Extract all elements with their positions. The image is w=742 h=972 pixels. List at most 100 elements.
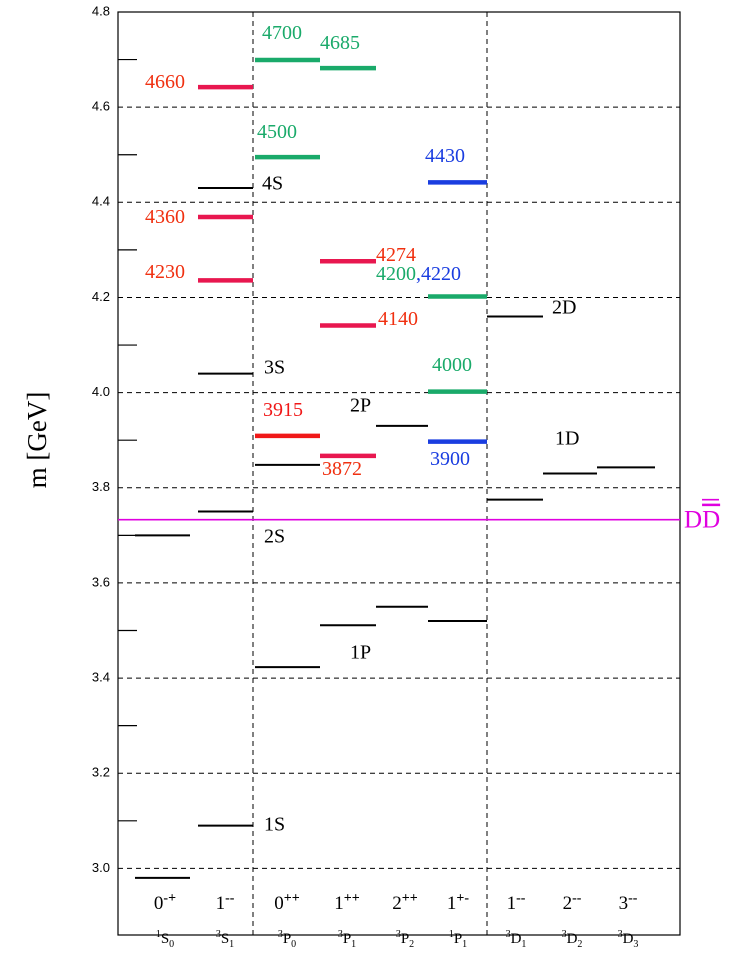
term-sub: 3 (633, 939, 638, 950)
term-sub: 1 (462, 939, 467, 950)
term-sub: 0 (169, 939, 174, 950)
jpc-pc: -- (572, 891, 582, 906)
term-sup: 3 (278, 929, 283, 940)
jpc-j: 1 (334, 893, 344, 914)
jpc-j: 2 (563, 893, 573, 914)
term-sup: 3 (618, 929, 623, 940)
term-sup: 3 (338, 929, 343, 940)
term-sub: 1 (351, 939, 356, 950)
state-label: 4430 (425, 145, 465, 167)
state-label-part: 4000 (432, 354, 472, 376)
term-label: 3D3 (618, 929, 639, 950)
y-tick-label: 4.4 (92, 194, 110, 209)
jpc-label: 0-+ (154, 891, 176, 914)
term-main: P (343, 931, 351, 947)
jpc-label: 2-- (563, 891, 582, 914)
y-tick-label: 3.6 (92, 574, 110, 589)
term-main: D (567, 931, 578, 947)
term-sup: 3 (506, 929, 511, 940)
jpc-label: 1-- (216, 891, 235, 914)
jpc-pc: ++ (284, 891, 300, 906)
term-main: S (161, 931, 169, 947)
term-main: P (454, 931, 462, 947)
jpc-j: 3 (619, 893, 629, 914)
term-sup: 3 (562, 929, 567, 940)
state-label-part: 4360 (145, 206, 185, 228)
y-tick-label: 3.4 (92, 670, 110, 685)
y-tick-label: 3.8 (92, 479, 110, 494)
term-main: S (221, 931, 229, 947)
state-label: 4000 (432, 354, 472, 376)
term-sub: 1 (229, 939, 234, 950)
term-label: 3P0 (278, 929, 296, 950)
state-label-part: 3900 (430, 448, 470, 470)
plot-frame (117, 11, 681, 936)
state-label: 4274 (376, 244, 416, 266)
jpc-label: 2++ (392, 891, 417, 914)
multiplet-label: 2P (350, 395, 371, 417)
term-label: 3D2 (562, 929, 583, 950)
state-label: 4660 (145, 71, 185, 93)
term-label: 1P1 (449, 929, 467, 950)
jpc-pc: -+ (163, 891, 176, 906)
jpc-pc: -- (516, 891, 526, 906)
jpc-label: 1-- (507, 891, 526, 914)
threshold-d: D (684, 506, 702, 533)
jpc-pc: ++ (344, 891, 360, 906)
state-label-part: 4700 (262, 22, 302, 44)
jpc-pc: -- (628, 891, 638, 906)
jpc-j: 0 (154, 893, 164, 914)
multiplet-label: 1S (264, 814, 285, 836)
state-label-part: ,4220 (416, 263, 461, 285)
state-label-part: 4274 (376, 244, 416, 266)
jpc-j: 0 (274, 893, 284, 914)
term-main: P (401, 931, 409, 947)
term-main: P (283, 931, 291, 947)
y-tick-label: 4.8 (92, 3, 110, 18)
term-main: D (623, 931, 634, 947)
threshold-dbar: D (702, 506, 720, 533)
y-tick-label: 4.2 (92, 289, 110, 304)
state-label-part: 3872 (322, 458, 362, 480)
state-label: 4360 (145, 206, 185, 228)
term-sup: 1 (156, 929, 161, 940)
jpc-j: 1 (216, 893, 226, 914)
term-sub: 2 (577, 939, 582, 950)
term-sub: 1 (521, 939, 526, 950)
state-label-part: 4500 (257, 121, 297, 143)
multiplet-label: 3S (264, 357, 285, 379)
threshold-label: DD (684, 506, 720, 533)
multiplet-label: 2S (264, 526, 285, 548)
state-label: 4700 (262, 22, 302, 44)
state-label: 3915 (263, 399, 303, 421)
state-label-part: 4140 (378, 308, 418, 330)
term-sub: 2 (409, 939, 414, 950)
jpc-pc: +- (456, 891, 469, 906)
multiplet-label: 2D (552, 297, 576, 319)
term-sup: 3 (396, 929, 401, 940)
state-label: 4685 (320, 32, 360, 54)
multiplet-label: 1D (555, 428, 579, 450)
multiplet-label: 1P (350, 642, 371, 664)
state-label: 3872 (322, 458, 362, 480)
state-label-part: 4230 (145, 261, 185, 283)
y-tick-label: 3.2 (92, 765, 110, 780)
term-label: 3P1 (338, 929, 356, 950)
y-tick-label: 4.6 (92, 99, 110, 114)
jpc-label: 0++ (274, 891, 299, 914)
term-sup: 3 (216, 929, 221, 940)
y-tick-label: 3.0 (92, 860, 110, 875)
state-label: 4500 (257, 121, 297, 143)
state-label-part: 4685 (320, 32, 360, 54)
state-label-part: 3915 (263, 399, 303, 421)
state-label-part: 4200 (376, 263, 416, 285)
state-label: 4230 (145, 261, 185, 283)
jpc-pc: ++ (402, 891, 418, 906)
term-main: D (511, 931, 522, 947)
state-label-part: 4660 (145, 71, 185, 93)
term-label: 3D1 (506, 929, 527, 950)
term-sup: 1 (449, 929, 454, 940)
y-axis-label: m [GeV] (22, 392, 52, 489)
term-label: 1S0 (156, 929, 174, 950)
